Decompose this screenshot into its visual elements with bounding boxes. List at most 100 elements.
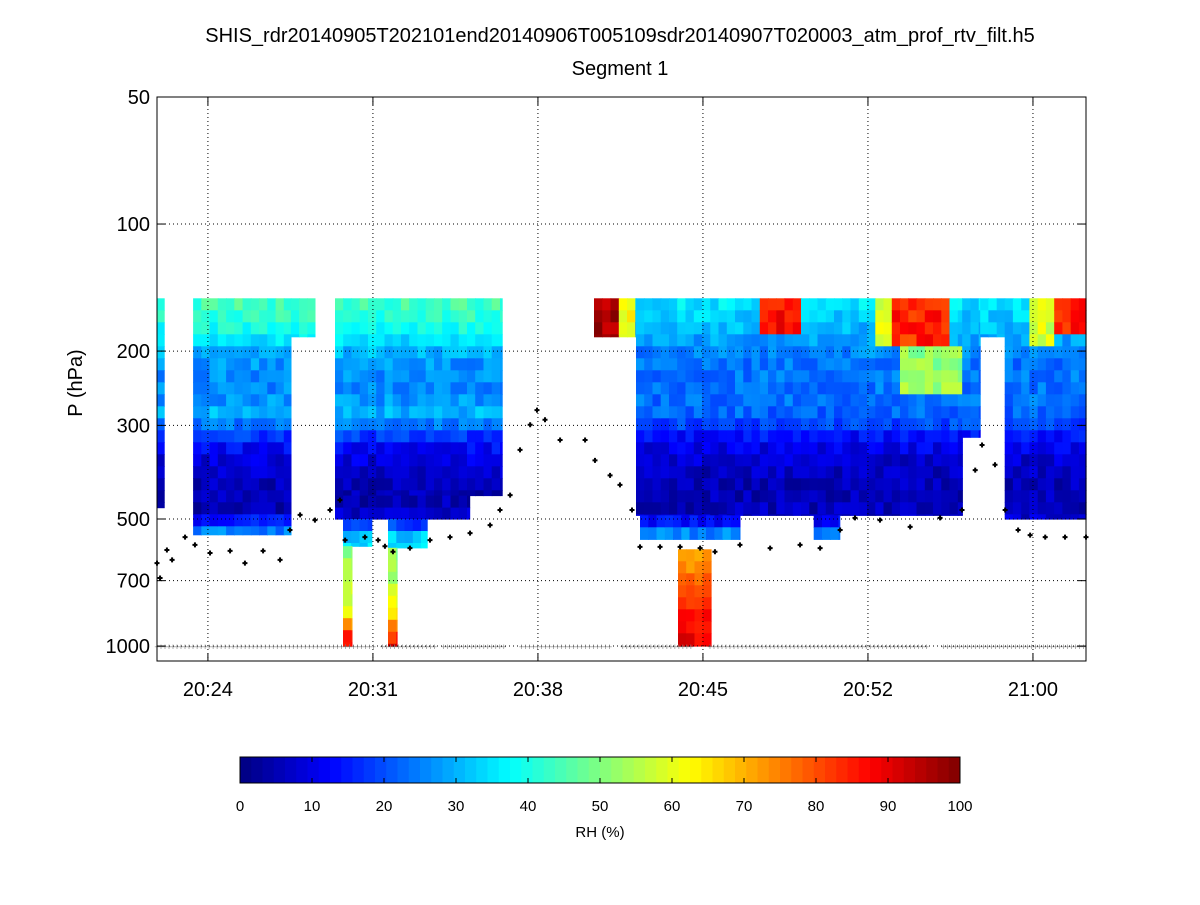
heatmap-cell bbox=[759, 430, 769, 443]
heatmap-cell bbox=[710, 514, 720, 516]
heatmap-cell bbox=[801, 322, 810, 335]
surface-marker: + bbox=[684, 642, 689, 652]
heatmap-cell bbox=[234, 442, 244, 455]
heatmap-cell bbox=[718, 490, 728, 503]
heatmap-cell bbox=[491, 406, 501, 419]
surface-marker: + bbox=[275, 642, 280, 652]
heatmap-cell bbox=[1078, 442, 1087, 455]
heatmap-cell bbox=[343, 298, 353, 311]
heatmap-cell bbox=[500, 358, 503, 371]
y-axis-label: P (hPa) bbox=[65, 349, 87, 416]
heatmap-cell bbox=[678, 621, 687, 634]
colorbar-tick-label: 90 bbox=[880, 798, 897, 815]
heatmap-cell bbox=[817, 382, 827, 395]
surface-marker: + bbox=[449, 642, 454, 652]
heatmap-cell bbox=[710, 430, 720, 443]
heatmap-cell bbox=[817, 502, 827, 515]
heatmap-cell bbox=[384, 382, 394, 395]
heatmap-cell bbox=[875, 382, 885, 395]
heatmap-cell bbox=[388, 631, 397, 645]
surface-marker: + bbox=[477, 642, 482, 652]
heatmap-cell bbox=[858, 406, 868, 419]
heatmap-cell bbox=[669, 310, 678, 323]
heatmap-cell bbox=[689, 527, 699, 540]
heatmap-cell bbox=[768, 346, 777, 359]
heatmap-cell bbox=[217, 466, 227, 479]
heatmap-cell bbox=[1012, 454, 1022, 467]
data-marker bbox=[1042, 534, 1048, 540]
heatmap-cell bbox=[916, 370, 926, 383]
heatmap-cell bbox=[434, 442, 443, 455]
heatmap-cell bbox=[226, 466, 235, 479]
heatmap-cell bbox=[442, 382, 452, 395]
surface-marker: + bbox=[339, 642, 344, 652]
heatmap-cell bbox=[867, 310, 876, 323]
heatmap-cell bbox=[201, 478, 211, 491]
heatmap-cell bbox=[392, 394, 402, 407]
surface-marker: + bbox=[688, 642, 693, 652]
heatmap-cell bbox=[376, 358, 386, 371]
heatmap-cell bbox=[193, 334, 202, 347]
heatmap-cell bbox=[726, 478, 736, 491]
x-tick-label: 20:45 bbox=[678, 679, 728, 701]
heatmap-cell bbox=[875, 466, 885, 479]
surface-marker: + bbox=[1021, 642, 1026, 652]
heatmap-cell bbox=[677, 502, 687, 515]
heatmap-cell bbox=[891, 382, 901, 395]
heatmap-cell bbox=[396, 531, 406, 544]
heatmap-cell bbox=[483, 418, 493, 431]
heatmap-cell bbox=[669, 466, 678, 479]
heatmap-cell bbox=[825, 478, 835, 491]
heatmap-cell bbox=[425, 507, 435, 520]
surface-marker: + bbox=[551, 642, 556, 652]
heatmap-cell bbox=[343, 642, 352, 647]
colorbar-swatch bbox=[386, 757, 398, 783]
heatmap-cell bbox=[250, 454, 260, 467]
colorbar-tick-label: 10 bbox=[304, 798, 321, 815]
heatmap-cell bbox=[875, 346, 885, 359]
heatmap-cell bbox=[784, 334, 794, 347]
heatmap-cell bbox=[678, 585, 687, 598]
heatmap-cell bbox=[710, 490, 720, 503]
heatmap-cell bbox=[792, 298, 802, 311]
heatmap-cell bbox=[652, 478, 662, 491]
data-marker bbox=[1015, 527, 1021, 533]
heatmap-cell bbox=[850, 298, 860, 311]
heatmap-cell bbox=[1004, 382, 1014, 395]
heatmap-cell bbox=[809, 322, 819, 335]
surface-marker: + bbox=[575, 642, 580, 652]
colorbar-swatch bbox=[667, 757, 680, 783]
heatmap-cell bbox=[784, 382, 794, 395]
heatmap-cell bbox=[193, 418, 202, 431]
heatmap-cell bbox=[817, 310, 827, 323]
heatmap-cell bbox=[933, 454, 942, 467]
colorbar-swatch bbox=[420, 757, 432, 783]
heatmap-cell bbox=[201, 346, 211, 359]
heatmap-cell bbox=[1062, 370, 1072, 383]
heatmap-cell bbox=[685, 418, 695, 431]
heatmap-cell bbox=[875, 322, 885, 335]
heatmap-cell bbox=[801, 370, 810, 383]
heatmap-cell bbox=[368, 334, 377, 347]
heatmap-cell bbox=[335, 346, 344, 359]
heatmap-cell bbox=[267, 346, 277, 359]
heatmap-cell bbox=[409, 358, 419, 371]
heatmap-cell bbox=[834, 454, 843, 467]
heatmap-cell bbox=[660, 478, 670, 491]
heatmap-cell bbox=[678, 561, 687, 574]
heatmap-cell bbox=[458, 507, 468, 520]
heatmap-cell bbox=[343, 519, 352, 532]
heatmap-cell bbox=[875, 418, 885, 431]
heatmap-cell bbox=[916, 430, 926, 443]
heatmap-cell bbox=[714, 527, 724, 540]
heatmap-cell bbox=[193, 382, 202, 395]
heatmap-cell bbox=[1054, 346, 1064, 359]
heatmap-cell bbox=[1004, 334, 1014, 347]
heatmap-cell bbox=[351, 531, 361, 544]
heatmap-cell bbox=[656, 515, 666, 528]
colorbar-swatch bbox=[577, 757, 590, 783]
heatmap-cell bbox=[677, 466, 687, 479]
heatmap-cell bbox=[434, 370, 443, 383]
colorbar-swatch bbox=[543, 757, 556, 783]
surface-marker: + bbox=[174, 642, 179, 652]
